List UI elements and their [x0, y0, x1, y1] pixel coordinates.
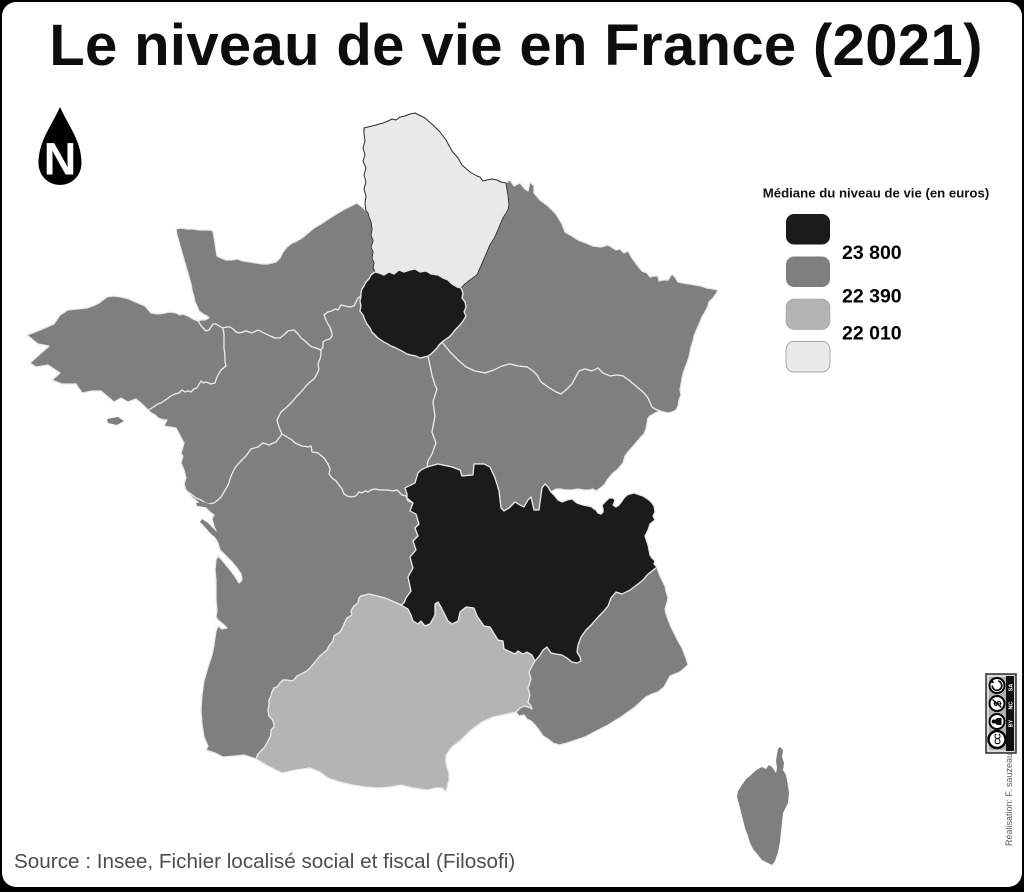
svg-text:22 010: 22 010	[842, 323, 902, 345]
svg-text:$: $	[992, 700, 1004, 706]
svg-text:BY: BY	[1009, 719, 1015, 727]
svg-text:Médiane du niveau de vie (en e: Médiane du niveau de vie (en euros)	[763, 186, 989, 201]
svg-text:22 390: 22 390	[842, 286, 902, 308]
svg-text:N: N	[44, 134, 77, 185]
svg-text:NC: NC	[1009, 702, 1015, 710]
svg-text:SA: SA	[1009, 684, 1015, 692]
svg-text:23 800: 23 800	[842, 242, 902, 264]
svg-text:CC: CC	[993, 734, 1003, 745]
